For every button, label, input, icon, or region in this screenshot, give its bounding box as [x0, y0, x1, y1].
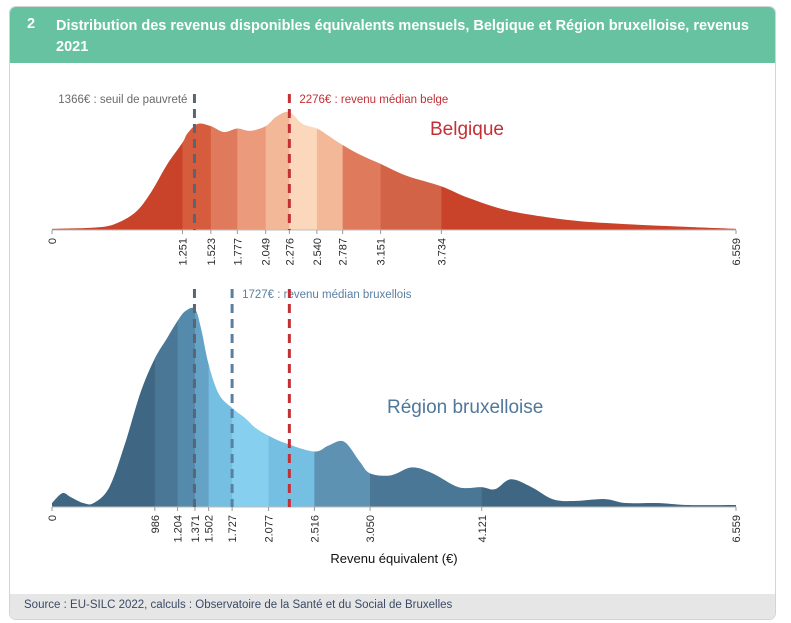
density-band	[289, 111, 318, 230]
density-band	[177, 307, 196, 507]
density-band	[154, 307, 179, 507]
source-note: Source : EU-SILC 2022, calculs : Observa…	[24, 599, 453, 611]
density-band	[342, 111, 382, 230]
x-tick-label: 986	[150, 515, 162, 533]
x-tick-label: 2.516	[309, 515, 321, 543]
x-tick-label: 1.727	[227, 515, 239, 543]
brussels-x-ticks: 0 986 1.204 1.371 1.502 1.727 2.077 2.516 3.050 4…	[47, 507, 743, 543]
brussels-reference-lines: 1727€ : revenu médian bruxellois	[192, 289, 412, 507]
belgium-reference-lines: 1366€ : seuil de pauvreté 2276€ : revenu …	[58, 94, 448, 230]
brussels_median-reference-label: 1727€ : revenu médian bruxellois	[242, 289, 412, 301]
density-band	[52, 307, 156, 507]
x-tick-label: 1.251	[177, 238, 189, 266]
density-band	[210, 111, 238, 230]
figure-footer: Source : EU-SILC 2022, calculs : Observa…	[10, 594, 775, 619]
density-band	[52, 111, 184, 230]
x-tick-label: 2.787	[338, 238, 350, 266]
belgium-density-bands	[52, 111, 736, 230]
income-distribution-chart: 1366€ : seuil de pauvreté 2276€ : revenu …	[47, 94, 743, 566]
x-tick-label: 3.151	[376, 238, 388, 266]
density-band	[380, 111, 442, 230]
x-tick-label: 2.276	[284, 238, 296, 266]
density-band	[268, 307, 315, 507]
density-band	[237, 111, 267, 230]
x-tick-label: 2.049	[261, 238, 273, 266]
density-band	[194, 307, 210, 507]
density-band	[208, 307, 233, 507]
x-tick-label: 1.777	[232, 238, 244, 266]
density-band	[314, 307, 371, 507]
density-band	[232, 307, 270, 507]
belgium-x-ticks: 0 1.251 1.523 1.777 2.049 2.276 2.540 2.787 3.15…	[47, 230, 743, 266]
x-axis-label: Revenu équivalent (€)	[330, 551, 457, 566]
x-tick-label: 4.121	[477, 515, 489, 543]
x-tick-label: 2.540	[312, 238, 324, 266]
x-tick-label: 3.734	[436, 238, 448, 266]
density-band	[265, 111, 290, 230]
figure-header: 2 Distribution des revenus disponibles é…	[10, 7, 775, 63]
x-tick-label: 2.077	[264, 515, 276, 543]
x-tick-label: 6.559	[731, 238, 743, 266]
density-band	[182, 111, 212, 230]
median-reference-label: 2276€ : revenu médian belge	[299, 94, 448, 106]
x-tick-label: 1.502	[204, 515, 216, 543]
figure-number: 2	[27, 16, 36, 32]
brussels-panel: 1727€ : revenu médian bruxellois 0 986 1.2…	[47, 289, 743, 543]
belgium-series-title: Belgique	[430, 119, 504, 140]
density-band	[316, 111, 344, 230]
density-band	[441, 111, 736, 230]
figure-title: Distribution des revenus disponibles équ…	[56, 18, 749, 55]
x-tick-label: 6.559	[731, 515, 743, 543]
belgium-panel: 1366€ : seuil de pauvreté 2276€ : revenu …	[47, 94, 743, 266]
x-tick-label: 3.050	[365, 515, 377, 543]
poverty-reference-label: 1366€ : seuil de pauvreté	[58, 94, 187, 106]
x-tick-label: 1.371	[190, 515, 202, 543]
x-tick-label: 0	[47, 238, 59, 244]
figure-card: 2 Distribution des revenus disponibles é…	[9, 6, 776, 620]
x-tick-label: 1.204	[173, 515, 185, 543]
x-tick-label: 1.523	[206, 238, 218, 266]
x-tick-label: 0	[47, 515, 59, 521]
brussels-series-title: Région bruxelloise	[387, 397, 543, 418]
